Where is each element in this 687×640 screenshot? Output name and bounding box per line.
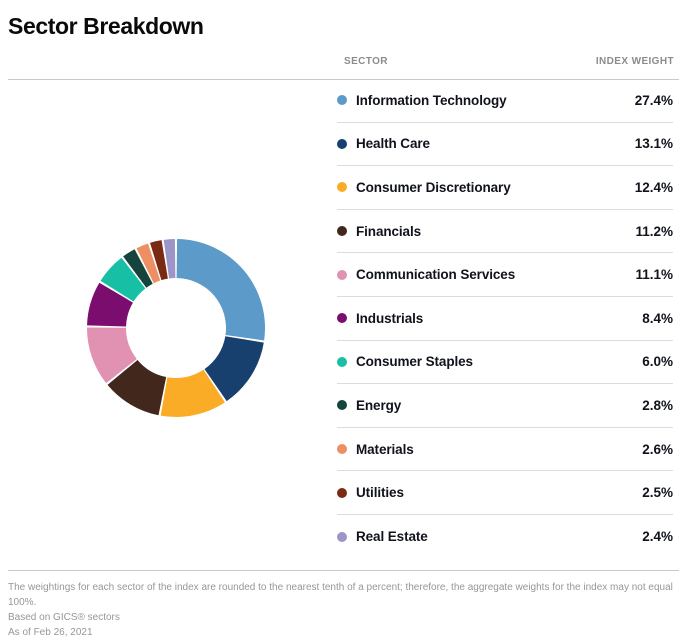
donut-chart-svg — [86, 239, 266, 418]
legend-row: Financials 11.2% — [337, 210, 673, 254]
legend-dot-icon — [337, 400, 347, 411]
column-header-index-weight: INDEX WEIGHT — [595, 56, 674, 67]
legend-row: Industrials 8.4% — [337, 297, 673, 341]
legend-dot-icon — [337, 138, 347, 149]
donut-slice-energy — [123, 249, 153, 288]
footnote-as-of-date: As of Feb 26, 2021 — [8, 627, 93, 638]
legend-row: Health Care 13.1% — [337, 123, 673, 167]
legend-row: Materials 2.6% — [337, 428, 673, 472]
legend-weight-value: 11.2% — [635, 223, 673, 239]
donut-slice-materials — [136, 243, 161, 284]
legend-dot-icon — [337, 487, 347, 498]
legend-sector-label: Information Technology — [356, 92, 507, 108]
footnote-gics: Based on GICS® sectors — [8, 612, 120, 623]
table-column-headers: SECTOR INDEX WEIGHT — [344, 56, 674, 67]
legend-dot-icon — [337, 95, 347, 106]
legend-row: Consumer Discretionary 12.4% — [337, 166, 673, 210]
donut-slice-consumer-discretionary — [160, 369, 225, 418]
legend-weight-value: 2.4% — [642, 529, 673, 545]
legend-sector-label: Financials — [356, 223, 422, 239]
legend-weight-value: 27.4% — [634, 92, 673, 108]
footer-divider — [8, 570, 679, 571]
legend-weight-value: 8.4% — [642, 310, 673, 326]
legend-sector-label: Consumer Discretionary — [356, 179, 511, 195]
legend-sector-label: Materials — [356, 441, 414, 457]
legend-row: Energy 2.8% — [337, 384, 673, 428]
donut-slice-utilities — [150, 240, 168, 281]
legend-row: Information Technology 27.4% — [337, 79, 673, 123]
legend-weight-value: 12.4% — [634, 179, 673, 195]
legend-sector-label: Industrials — [356, 310, 424, 326]
legend-dot-icon — [337, 531, 347, 542]
legend-dot-icon — [337, 313, 347, 324]
legend-weight-value: 2.5% — [642, 485, 673, 501]
legend-sector-label: Utilities — [356, 485, 404, 501]
donut-slice-communication-services — [86, 327, 137, 384]
donut-slice-real-estate — [163, 239, 176, 279]
legend-weight-value: 13.1% — [634, 136, 673, 152]
legend-row: Communication Services 11.1% — [337, 253, 673, 297]
legend-row: Utilities 2.5% — [337, 471, 673, 515]
donut-slice-consumer-staples — [100, 257, 146, 302]
legend-sector-label: Real Estate — [356, 529, 428, 545]
sector-legend-table: Information Technology 27.4% Health Care 13… — [337, 79, 673, 559]
legend-row: Real Estate 2.4% — [337, 515, 673, 559]
header-divider — [8, 79, 679, 80]
footnote-rounding: The weightings for each sector of the in… — [8, 582, 673, 608]
column-header-sector: SECTOR — [344, 56, 388, 67]
legend-sector-label: Consumer Staples — [356, 354, 473, 370]
legend-dot-icon — [337, 356, 347, 367]
legend-weight-value: 2.8% — [642, 397, 673, 413]
legend-weight-value: 11.1% — [635, 267, 673, 283]
legend-dot-icon — [337, 444, 347, 455]
donut-slice-financials — [107, 359, 167, 416]
footnotes: The weightings for each sector of the in… — [8, 580, 679, 640]
page-title: Sector Breakdown — [8, 13, 204, 39]
legend-weight-value: 2.6% — [642, 441, 673, 457]
legend-sector-label: Energy — [356, 397, 402, 413]
legend-weight-value: 6.0% — [642, 354, 673, 370]
legend-dot-icon — [337, 269, 347, 280]
legend-dot-icon — [337, 226, 347, 237]
donut-slice-information-technology — [176, 239, 266, 341]
legend-sector-label: Health Care — [356, 136, 430, 152]
legend-dot-icon — [337, 182, 347, 193]
sector-donut-chart — [84, 236, 268, 425]
donut-slice-health-care — [204, 336, 264, 402]
legend-sector-label: Communication Services — [356, 267, 516, 283]
legend-row: Consumer Staples 6.0% — [337, 341, 673, 385]
donut-slice-industrials — [87, 282, 133, 327]
